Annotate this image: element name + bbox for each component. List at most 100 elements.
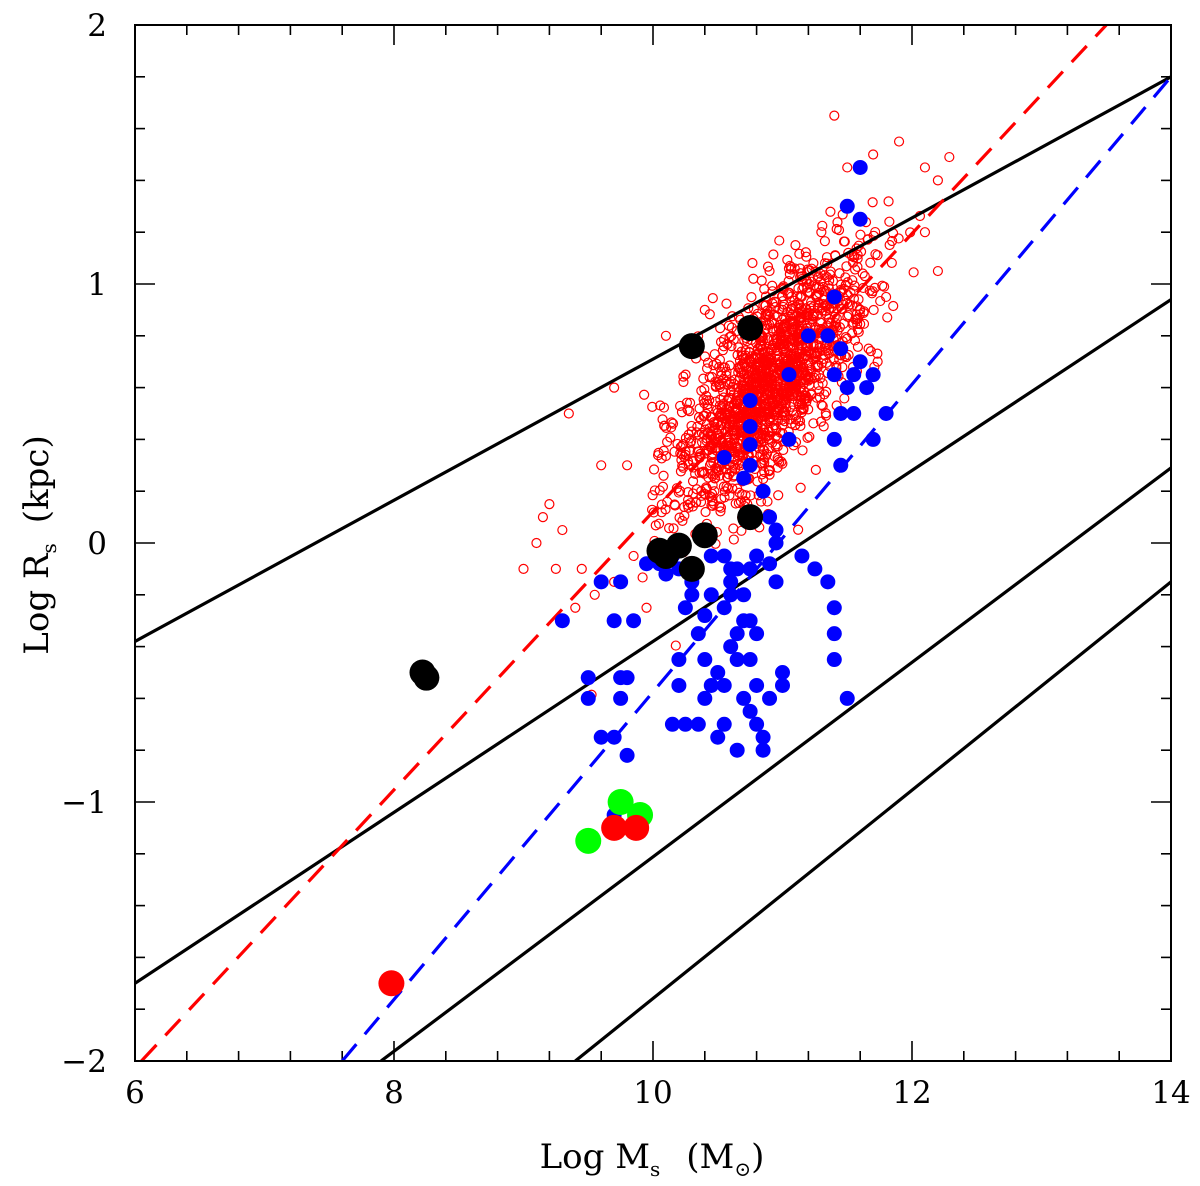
blue-filled-circles-point [742, 703, 758, 719]
blue-filled-circles-point [852, 159, 868, 175]
red-open-circle-point [868, 149, 879, 160]
blue-filled-circles-point [742, 561, 758, 577]
red-open-circle-point [674, 485, 686, 497]
red-open-circle-point [883, 196, 894, 207]
red-open-circle-point [852, 341, 864, 352]
blue-filled-circles-point [554, 613, 570, 629]
red-open-circle-point [724, 332, 735, 343]
blue-filled-circles-point [768, 574, 784, 590]
red-open-circle-point [792, 297, 804, 309]
red-open-circle-point [773, 490, 784, 501]
black-large-filled-circles-point [678, 333, 705, 360]
red-open-circle-point [660, 330, 672, 341]
blue-filled-circles-point [762, 556, 778, 572]
blue-filled-circles-point [742, 437, 758, 453]
blue-filled-circles-point [710, 665, 726, 680]
red-open-circle-point [694, 467, 705, 478]
blue-filled-circles-point [593, 574, 609, 590]
red-open-circle-point [829, 311, 840, 322]
red-open-circle-point [820, 305, 831, 317]
red-open-circle-point [757, 370, 768, 381]
red-open-circle-point [647, 401, 658, 412]
red-open-circle-point [707, 450, 718, 461]
red-open-circle-point [777, 387, 788, 398]
red-open-circle-point [658, 470, 669, 481]
red-open-circle-point [660, 504, 671, 515]
red-open-circle-point [737, 489, 748, 500]
black-large-filled-circles-point [737, 504, 764, 531]
blue-filled-circles-point [690, 716, 706, 732]
red-open-circle-point [818, 421, 829, 432]
red-open-circle-point [570, 602, 581, 613]
red-open-circle-point [784, 311, 796, 322]
blue-filled-circles-point [664, 716, 680, 732]
blue-filled-circles-point [775, 665, 790, 680]
red-open-circle-point [639, 389, 650, 400]
red-open-circle-point [735, 496, 746, 507]
red-open-circle-point [682, 486, 694, 498]
red-open-circle-point [819, 389, 830, 400]
blue-filled-circles-point [606, 613, 622, 629]
red-open-circle-point [678, 462, 689, 473]
red-open-circle-point [772, 454, 784, 466]
red-open-circle-point [738, 386, 749, 398]
blue-filled-circles-point [749, 626, 765, 642]
red-open-circle-point [805, 373, 816, 384]
red-open-circle-point [753, 412, 764, 423]
red-open-circle-point [855, 229, 866, 240]
red-open-circle-point [842, 333, 853, 344]
red-open-circle-point [852, 249, 863, 261]
red-open-circle-point [699, 384, 710, 395]
blue-filled-circles-point [736, 613, 752, 629]
x-axis-label: Log Ms (M⊙) [540, 1137, 765, 1181]
red-open-circle-point [884, 239, 895, 251]
red-open-circle-point [834, 322, 845, 333]
blue-filled-circles-point [716, 600, 732, 616]
red-open-circle-point [790, 240, 801, 251]
red-open-circle-point [652, 450, 664, 461]
red-open-circle-point [669, 500, 681, 511]
red-open-circle-point [729, 433, 740, 444]
red-open-circle-point [769, 296, 780, 307]
red-open-circle-point [858, 282, 869, 294]
red-open-circle-point [666, 422, 677, 433]
red-open-circle-point [721, 409, 733, 421]
red-open-circle-point [865, 346, 876, 357]
red-open-circle-point [654, 485, 665, 496]
red-open-circle-point [641, 602, 652, 613]
black-line-2-line [135, 298, 1171, 985]
red-open-circle-point [848, 317, 859, 328]
red-open-circle-point [698, 394, 709, 405]
red-open-circle-point [726, 322, 737, 333]
blue-filled-circles-point [716, 716, 732, 732]
blue-filled-circles-point [742, 393, 758, 409]
red-open-circle-cloud [518, 110, 955, 700]
red-open-circle-point [789, 295, 800, 306]
blue-filled-circles-point [703, 677, 719, 693]
red-open-circle-point [763, 443, 775, 454]
black-large-filled-circles-point [678, 555, 705, 582]
red-dashed-fit-line [140, 25, 1108, 1061]
red-open-circle-point [680, 449, 691, 460]
blue-filled-circles-point [820, 574, 836, 590]
red-open-circle-point [712, 376, 724, 388]
red-large-filled-circles-point [378, 970, 405, 997]
blue-filled-circles-point [878, 406, 894, 421]
blue-filled-circles-point [697, 608, 713, 624]
blue-filled-circles-point [833, 341, 849, 357]
red-open-circle-point [701, 390, 712, 402]
blue-filled-circles-point [781, 431, 797, 447]
red-open-circle-point [880, 291, 892, 303]
red-open-circle-point [628, 550, 639, 562]
red-open-circle-point [774, 456, 785, 467]
red-open-circle-point [944, 151, 955, 163]
red-open-circle-point [767, 369, 778, 380]
y-tick-label: 1 [87, 267, 107, 303]
blue-filled-circles-point [742, 418, 758, 434]
red-open-circle-point [707, 292, 718, 304]
blue-filled-circles-point [762, 690, 778, 706]
red-open-circle-point [663, 523, 675, 534]
blue-filled-circles-point [690, 626, 706, 642]
red-open-circle-point [773, 354, 784, 365]
blue-filled-circles-point [755, 483, 771, 499]
